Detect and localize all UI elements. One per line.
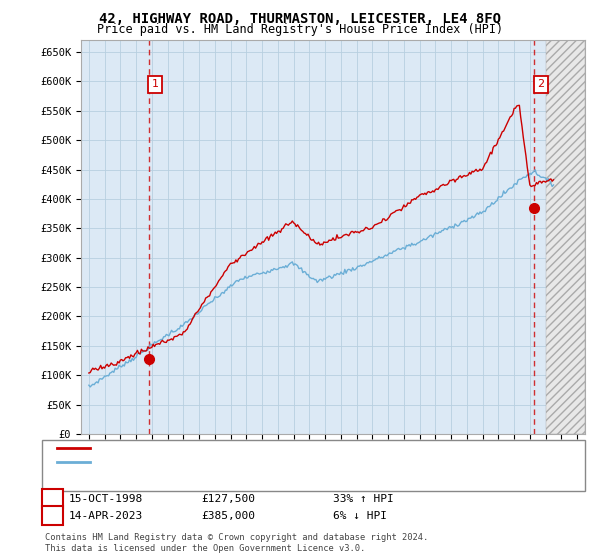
Text: 1: 1 [152, 80, 159, 90]
Text: Price paid vs. HM Land Registry's House Price Index (HPI): Price paid vs. HM Land Registry's House … [97, 23, 503, 36]
Text: 42, HIGHWAY ROAD, THURMASTON, LEICESTER, LE4 8FQ: 42, HIGHWAY ROAD, THURMASTON, LEICESTER,… [99, 12, 501, 26]
Bar [545, 40, 585, 434]
Text: 33% ↑ HPI: 33% ↑ HPI [333, 494, 394, 504]
Text: 42, HIGHWAY ROAD, THURMASTON, LEICESTER, LE4 8FQ (detached house): 42, HIGHWAY ROAD, THURMASTON, LEICESTER,… [95, 443, 476, 453]
Text: 6% ↓ HPI: 6% ↓ HPI [333, 511, 387, 521]
Text: £385,000: £385,000 [201, 511, 255, 521]
Text: 2: 2 [49, 509, 56, 522]
Text: HPI: Average price, detached house, Charnwood: HPI: Average price, detached house, Char… [95, 457, 359, 467]
Text: 2: 2 [538, 80, 545, 90]
Text: 1: 1 [49, 492, 56, 506]
Text: Contains HM Land Registry data © Crown copyright and database right 2024.
This d: Contains HM Land Registry data © Crown c… [45, 533, 428, 553]
Text: 14-APR-2023: 14-APR-2023 [69, 511, 143, 521]
Text: £127,500: £127,500 [201, 494, 255, 504]
Text: 15-OCT-1998: 15-OCT-1998 [69, 494, 143, 504]
